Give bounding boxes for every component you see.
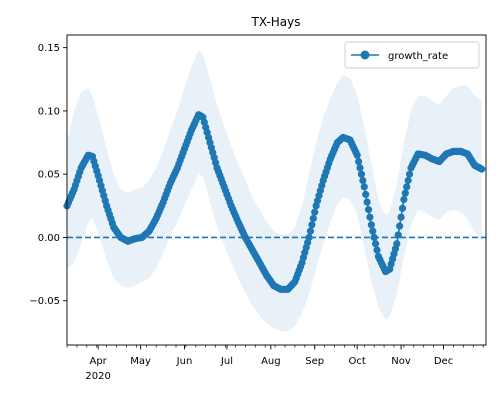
- data-point: [373, 246, 381, 254]
- data-point: [398, 204, 407, 212]
- chart-title: TX-Hays: [250, 15, 300, 29]
- data-point: [353, 151, 361, 159]
- data-point: [355, 157, 363, 166]
- y-tick-label: 0.10: [38, 106, 60, 117]
- x-tick-label: May: [130, 356, 151, 367]
- data-point: [478, 165, 486, 173]
- data-point: [397, 213, 405, 221]
- data-point: [309, 214, 317, 223]
- data-point: [369, 227, 377, 235]
- data-point: [360, 183, 368, 191]
- x-tick-label: Jun: [176, 356, 193, 367]
- data-point: [370, 233, 378, 242]
- data-point: [403, 183, 411, 191]
- y-tick-label: 0.15: [38, 43, 60, 54]
- data-point: [357, 170, 366, 178]
- x-tick-label: Oct: [349, 356, 366, 367]
- y-tick-label: 0.00: [38, 233, 60, 244]
- x-tick-label: Nov: [391, 356, 411, 367]
- data-point: [359, 176, 367, 185]
- data-point: [401, 189, 409, 197]
- data-point: [367, 221, 375, 229]
- axes: −0.05 0.00 0.05 0.10 0.15 Apr 2020 May Jun Jul Aug…: [29, 34, 487, 382]
- data-point: [396, 222, 404, 230]
- axes-frame: [66, 34, 487, 346]
- legend-label: growth_rate: [388, 51, 448, 62]
- data-point: [393, 240, 401, 248]
- data-point: [362, 190, 370, 199]
- plot-area: [63, 50, 486, 332]
- data-point: [400, 195, 408, 204]
- data-point: [308, 221, 316, 229]
- legend-marker-swatch: [360, 50, 370, 60]
- y-tick-label: 0.05: [38, 170, 60, 181]
- data-point: [404, 176, 412, 185]
- y-tick-label: −0.05: [29, 296, 60, 307]
- x-tick-label: Sep: [305, 356, 324, 367]
- data-point: [405, 170, 414, 178]
- legend: growth_rate: [344, 41, 480, 69]
- data-point: [366, 213, 374, 221]
- data-point: [364, 206, 373, 214]
- x-tick-label: Dec: [434, 356, 453, 367]
- x-tick-label: Jul: [220, 356, 233, 367]
- data-point: [363, 198, 371, 206]
- data-point: [311, 208, 319, 216]
- x-tick-label: Aug: [261, 356, 281, 367]
- data-point: [356, 164, 364, 172]
- data-point: [371, 240, 380, 248]
- x-tick-year-label: 2020: [85, 371, 110, 382]
- data-point: [394, 231, 402, 239]
- data-point: [305, 233, 313, 242]
- data-point: [306, 227, 315, 235]
- x-tick-label: Apr: [89, 356, 107, 367]
- legend-box: [344, 41, 480, 69]
